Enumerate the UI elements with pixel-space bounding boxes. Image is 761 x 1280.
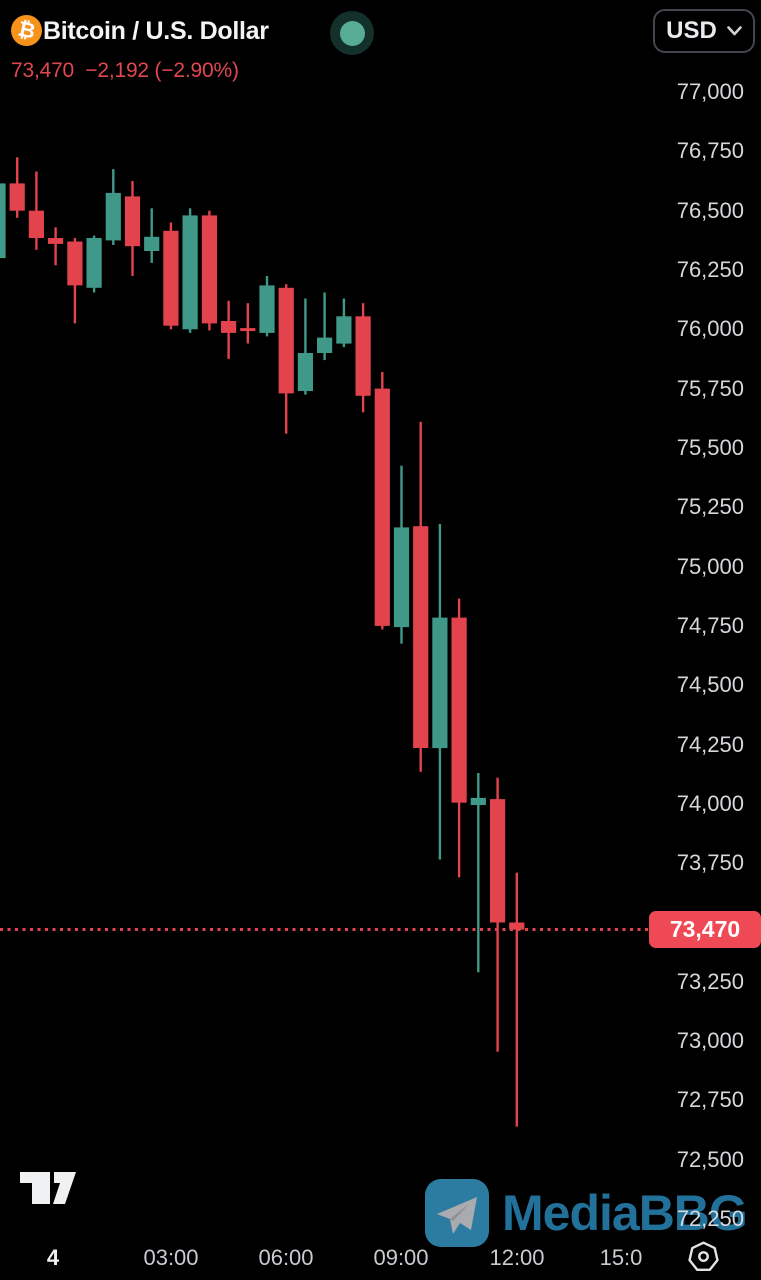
time-axis-label: 12:00 (489, 1245, 545, 1270)
candle-body (67, 241, 83, 286)
market-status-dot-inner (339, 20, 365, 46)
time-axis-label: 09:00 (373, 1245, 429, 1270)
time-axis-label: 06:00 (258, 1245, 314, 1270)
bitcoin-logo-icon: ₿ (11, 15, 42, 46)
settings-gear-icon (688, 1241, 719, 1272)
currency-selector-value: USD (666, 17, 717, 44)
time-axis-label: 15:0 (599, 1245, 643, 1270)
price-axis-label: 74,750 (676, 613, 744, 638)
candle-wick (150, 208, 153, 263)
price-axis-label: 75,250 (676, 494, 744, 519)
candle-body (317, 337, 333, 353)
price-change-text: 73,470 −2,192 (−2.90%) (11, 59, 239, 82)
price-axis-label: 73,250 (676, 969, 744, 994)
candle-body (355, 316, 371, 396)
candle-body (432, 617, 448, 749)
candle-body (278, 287, 294, 394)
candle-body (393, 527, 410, 628)
candle-body (240, 328, 256, 332)
candle-body (86, 238, 102, 288)
watermark-text: MediaBBG (502, 1185, 748, 1241)
candle-body (9, 183, 25, 211)
price-axis-label: 72,750 (676, 1087, 744, 1112)
price-axis-label: 74,250 (676, 732, 744, 757)
price-axis-label: 76,250 (676, 257, 744, 282)
price-axis-label: 74,500 (676, 672, 744, 697)
candle-body (413, 526, 429, 748)
candle-body (28, 210, 44, 238)
price-axis-label: 74,000 (676, 791, 744, 816)
symbol-title[interactable]: Bitcoin / U.S. Dollar (43, 17, 269, 45)
price-axis-label: 75,750 (676, 376, 744, 401)
candle-wick (515, 872, 518, 1127)
time-axis-label: 03:00 (143, 1245, 199, 1270)
price-axis-label: 73,750 (676, 850, 744, 875)
price-axis-label: 76,750 (676, 138, 744, 163)
price-axis-label: 76,500 (676, 198, 744, 223)
price-axis-label: 77,000 (676, 79, 744, 104)
price-axis-label: 72,250 (676, 1206, 744, 1231)
candle-body (490, 799, 506, 923)
candle-body (297, 353, 313, 391)
candle-body (259, 285, 275, 333)
bitcoin-glyph: ₿ (15, 17, 38, 44)
candle-body (374, 388, 390, 626)
telegram-icon (425, 1179, 489, 1247)
candle-wick (54, 227, 57, 266)
price-axis-label: 76,000 (676, 316, 744, 341)
candle-body (336, 316, 352, 344)
last-price-tag: 73,470 (649, 911, 761, 948)
candle-body (221, 321, 237, 333)
candle-wick (246, 303, 249, 344)
candle-body (470, 797, 486, 805)
tradingview-logo[interactable] (20, 1172, 76, 1206)
candle-body (451, 617, 467, 803)
currency-selector[interactable]: USD (653, 9, 755, 53)
candle-body (163, 230, 179, 326)
market-status-dot-icon (330, 11, 374, 55)
candle-wick (35, 171, 38, 250)
chevron-down-icon (727, 26, 742, 36)
last-price-dotted-line (0, 928, 649, 931)
candle-body (201, 215, 217, 324)
time-axis-day-label: 4 (46, 1245, 60, 1270)
watermark: MediaBBG (425, 1179, 748, 1247)
candle-wick (477, 773, 480, 973)
candle-wick (323, 292, 326, 361)
price-axis-label: 73,000 (676, 1028, 744, 1053)
price-axis-label: 75,000 (676, 554, 744, 579)
candle-body (509, 922, 525, 930)
chart-settings-button[interactable] (685, 1239, 722, 1275)
price-axis-label: 72,500 (676, 1147, 744, 1172)
candle-body (48, 238, 64, 244)
candle-wick (304, 298, 307, 395)
candle-body (182, 215, 198, 330)
price-axis-label: 75,500 (676, 435, 744, 460)
candle-body (0, 183, 6, 259)
candle-body (124, 196, 141, 247)
candle-body (144, 236, 160, 251)
candle-body (105, 192, 121, 241)
